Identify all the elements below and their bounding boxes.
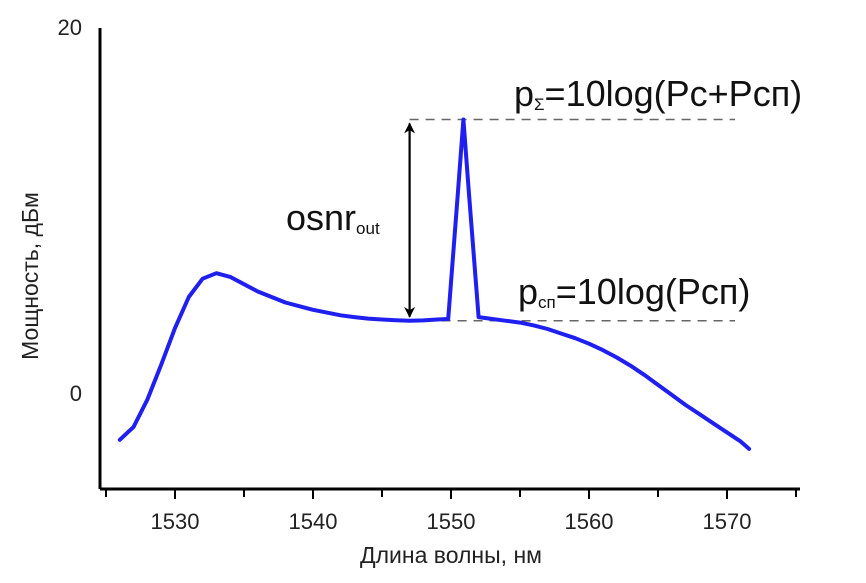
p-sp-main: p [518, 271, 538, 312]
p-sigma-label: pΣ=10log(Pc+Pcп) [514, 73, 802, 114]
p-sp-subscript: cп [538, 293, 556, 312]
p-sigma-formula: =10log(Pc+Pcп) [545, 73, 803, 114]
p-sp-formula: =10log(Pcп) [556, 271, 751, 312]
osnr-label-main: osnr [286, 197, 356, 238]
x-axis-label: Длина волны, нм [360, 542, 542, 568]
x-tick-label: 1560 [565, 509, 614, 534]
x-tick-label: 1530 [151, 509, 200, 534]
y-axis-ticks: 20 0 [58, 15, 82, 406]
p-sigma-subscript: Σ [534, 95, 545, 114]
series-line [117, 117, 752, 451]
y-axis-label: Мощность, дБм [17, 192, 43, 360]
y-tick-label: 20 [58, 15, 82, 40]
p-sigma-main: p [514, 73, 534, 114]
p-sp-label: pcп=10log(Pcп) [518, 271, 750, 312]
y-tick-label: 0 [70, 381, 82, 406]
osnr-label-subscript: out [356, 219, 380, 238]
x-tick-label: 1550 [427, 509, 476, 534]
x-tick-label: 1570 [703, 509, 752, 534]
x-tick-label: 1540 [289, 509, 338, 534]
x-axis-ticks: 1530 1540 1550 1560 1570 [105, 489, 797, 534]
osnr-label: osnrout [286, 197, 380, 238]
